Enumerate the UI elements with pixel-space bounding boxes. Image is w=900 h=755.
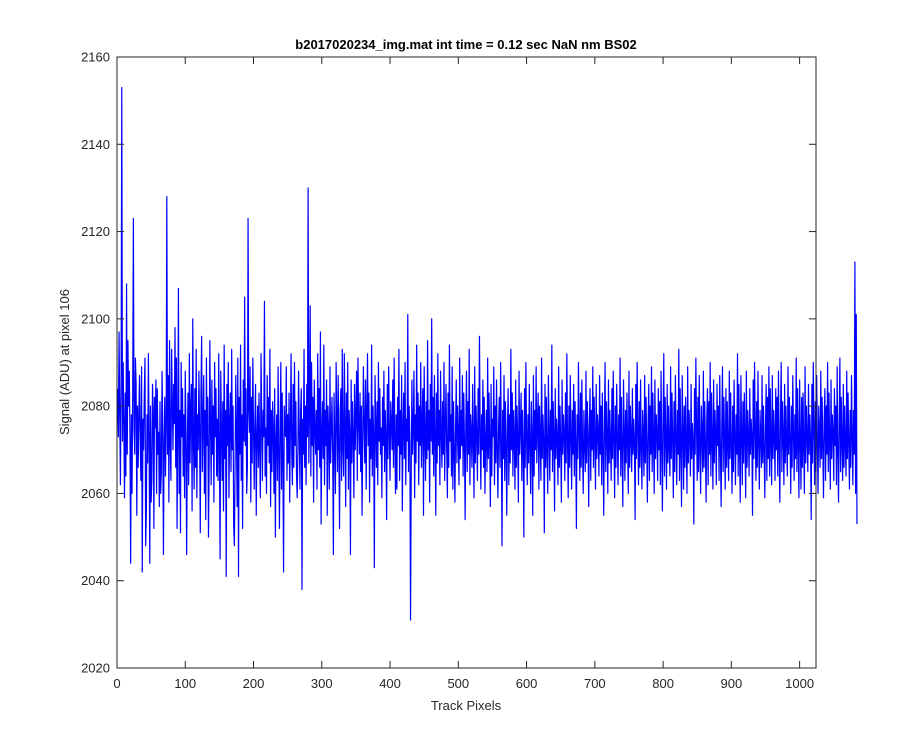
y-tick-label: 2160 — [81, 50, 110, 65]
x-tick-label: 600 — [516, 676, 538, 691]
x-tick-label: 700 — [584, 676, 606, 691]
series-layer — [117, 86, 858, 621]
x-tick-label: 200 — [243, 676, 265, 691]
x-axis-ticks: 0 100 200 300 400 500 600 700 800 900 1000 — [113, 57, 814, 691]
x-tick-label: 0 — [113, 676, 120, 691]
y-tick-label: 2120 — [81, 224, 110, 239]
x-tick-label: 100 — [174, 676, 196, 691]
series-line-0 — [117, 86, 858, 621]
y-tick-label: 2100 — [81, 311, 110, 326]
x-tick-label: 500 — [447, 676, 469, 691]
chart-title: b2017020234_img.mat int time = 0.12 sec … — [295, 37, 636, 52]
y-axis-label: Signal (ADU) at pixel 106 — [57, 289, 72, 435]
y-tick-label: 2060 — [81, 486, 110, 501]
y-tick-label: 2080 — [81, 399, 110, 414]
x-tick-label: 900 — [721, 676, 743, 691]
x-tick-label: 400 — [379, 676, 401, 691]
plot-area — [117, 57, 816, 668]
y-tick-label: 2040 — [81, 573, 110, 588]
y-axis-ticks: 2020 2040 2060 2080 2100 2120 2140 2160 — [81, 50, 816, 676]
axes-box — [116, 56, 817, 669]
y-tick-label: 2140 — [81, 137, 110, 152]
x-tick-label: 1000 — [785, 676, 814, 691]
x-axis-label: Track Pixels — [431, 698, 502, 713]
x-tick-label: 300 — [311, 676, 333, 691]
x-tick-label: 800 — [652, 676, 674, 691]
y-tick-label: 2020 — [81, 661, 110, 676]
